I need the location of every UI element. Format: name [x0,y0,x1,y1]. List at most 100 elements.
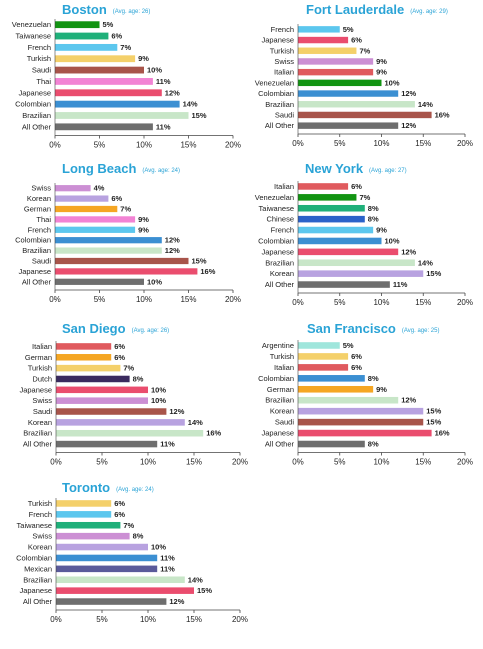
category-label: Japanese [18,267,51,276]
value-label: 10% [385,236,400,245]
value-label: 6% [351,36,362,45]
bar [298,204,365,212]
category-label: Dutch [32,374,52,383]
value-label: 6% [114,510,125,519]
x-tick-label: 10% [140,615,156,624]
value-label: 16% [200,267,215,276]
x-tick-label: 10% [140,458,156,467]
category-label: All Other [22,122,52,131]
value-label: 12% [401,247,416,256]
bar [298,26,340,33]
bar [56,598,167,605]
x-tick-label: 20% [225,141,241,150]
category-label: Brazilian [23,429,52,438]
bar [298,281,390,288]
value-label: 10% [151,396,166,405]
x-tick-label: 5% [334,139,346,148]
bar [55,112,189,119]
value-label: 11% [160,564,175,573]
category-label: Mexican [24,564,52,573]
value-label: 6% [351,363,362,372]
x-tick-label: 20% [457,139,473,148]
value-label: 8% [133,374,144,383]
value-label: 8% [368,204,379,213]
category-label: Korean [28,543,52,552]
value-label: 8% [133,532,144,541]
value-label: 7% [123,364,134,373]
category-label: Venezuelan [255,78,294,87]
x-tick-label: 0% [49,141,61,150]
value-label: 12% [401,396,416,405]
category-label: Saudi [33,407,53,416]
category-label: French [29,510,52,519]
value-label: 8% [368,215,379,224]
chart-title: San Francisco [307,321,396,336]
bar [298,440,365,448]
bar [55,237,162,244]
bar [298,418,424,426]
value-label: 12% [169,407,184,416]
bar [298,90,399,97]
bar [298,194,357,201]
category-label: Turkish [270,352,294,361]
bar [298,183,349,190]
value-label: 12% [165,236,180,245]
value-label: 10% [151,385,166,394]
value-label: 15% [197,586,212,595]
x-tick-label: 5% [334,458,346,467]
value-label: 14% [183,100,198,109]
category-label: German [24,205,51,214]
category-label: French [271,25,294,34]
category-label: Saudi [32,257,52,266]
category-label: French [28,43,51,52]
value-label: 8% [368,374,379,383]
category-label: Swiss [32,532,52,541]
x-tick-label: 15% [186,458,202,467]
category-label: Brazilian [265,258,294,267]
chart-subtitle: (Avg. age: 25) [402,328,440,334]
x-tick-label: 10% [136,141,152,150]
bar [298,58,374,65]
x-tick-label: 0% [50,615,62,624]
value-label: 6% [114,353,125,362]
bar [55,247,162,254]
bar [56,386,148,394]
category-label: Swiss [31,184,51,193]
bar [56,500,112,507]
value-label: 11% [393,280,408,289]
category-label: Colombian [258,236,294,245]
value-label: 9% [138,225,149,234]
value-label: 7% [120,43,131,52]
x-tick-label: 10% [373,139,389,148]
x-tick-label: 5% [96,458,108,467]
value-label: 14% [418,258,433,267]
category-label: Japanese [261,429,294,438]
chart-subtitle: (Avg. age: 24) [142,168,180,174]
bar [298,248,399,256]
value-label: 6% [351,352,362,361]
value-label: 7% [359,193,370,202]
value-label: 12% [165,88,180,97]
bar [56,440,158,448]
category-label: Japanese [261,36,294,45]
category-label: Thai [36,77,51,86]
bar [56,408,167,415]
value-label: 5% [343,341,354,350]
bar [55,268,198,275]
bar [55,278,144,285]
value-label: 6% [114,342,125,351]
value-label: 15% [192,257,207,266]
value-label: 12% [169,597,184,606]
bar [56,397,148,404]
chart-subtitle: (Avg. age: 29) [410,9,448,15]
bar [56,511,112,518]
bar [55,257,189,265]
bar [56,532,130,540]
value-label: 11% [156,122,171,131]
x-tick-label: 10% [136,295,152,304]
category-label: Japanese [18,88,51,97]
x-tick-label: 15% [415,298,431,307]
bar [298,68,374,76]
value-label: 12% [401,89,416,98]
x-tick-label: 15% [186,615,202,624]
